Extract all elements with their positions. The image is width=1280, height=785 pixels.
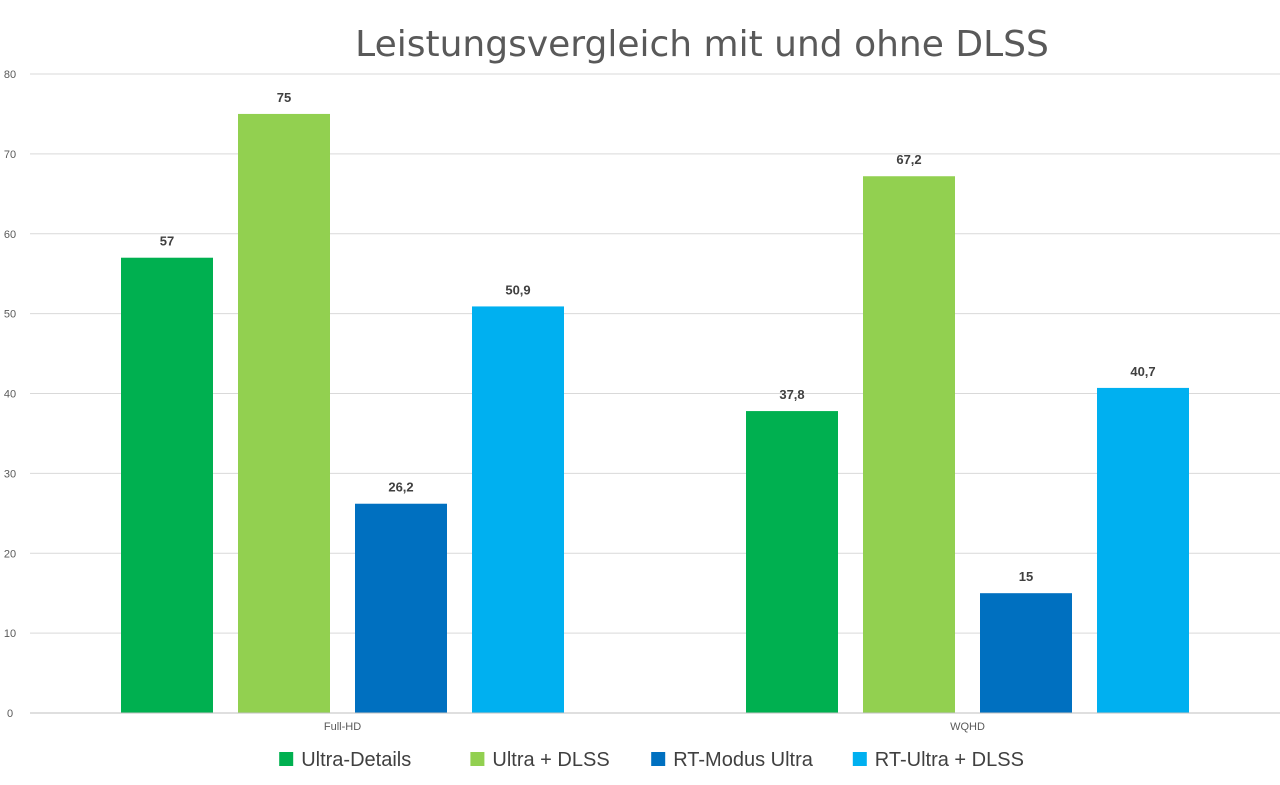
bar-rt-ultra-dlss-full-hd [472, 306, 564, 713]
legend-item: Ultra-Details [279, 749, 411, 771]
data-labels: 57 75 26,2 50,9 37,8 67,2 15 40,7 [160, 90, 1156, 584]
legend-item: RT-Ultra + DLSS [852, 749, 1024, 771]
bar-ultra-dlss-full-hd [238, 113, 330, 713]
data-label: 50,9 [505, 282, 530, 297]
data-label: 15 [1019, 569, 1033, 584]
bars [121, 113, 1189, 714]
y-tick-label: 50 [4, 309, 16, 321]
bar-rt-ultra-dlss-wqhd [1097, 387, 1189, 713]
y-tick-label: 0 [7, 708, 13, 720]
legend-swatch [852, 752, 867, 766]
legend-label: Ultra-Details [301, 749, 411, 771]
data-label: 37,8 [779, 387, 804, 402]
y-tick-label: 40 [4, 389, 16, 401]
x-category-label: WQHD [950, 721, 985, 733]
legend-item: RT-Modus Ultra [651, 749, 814, 771]
bar-rt-modus-ultra-full-hd [355, 503, 447, 713]
y-tick-label: 70 [4, 149, 16, 161]
bar-ultra-details-wqhd [746, 411, 838, 713]
data-label: 57 [160, 234, 174, 249]
legend-label: RT-Modus Ultra [673, 749, 814, 771]
y-tick-label: 10 [4, 628, 16, 640]
bar-ultra-details-full-hd [121, 257, 213, 713]
y-tick-label: 80 [4, 69, 16, 81]
data-label: 75 [277, 90, 291, 105]
legend-swatch [279, 752, 294, 766]
legend-label: Ultra + DLSS [492, 749, 609, 771]
legend-swatch [470, 752, 485, 766]
data-label: 26,2 [388, 480, 413, 495]
y-tick-label: 20 [4, 548, 16, 560]
legend: Ultra-Details Ultra + DLSS RT-Modus Ultra R… [279, 749, 1024, 771]
bar-ultra-dlss-wqhd [863, 176, 955, 714]
chart-title: Leistungsvergleich mit und ohne DLSS [355, 24, 1049, 65]
legend-item: Ultra + DLSS [470, 749, 610, 771]
gridlines [30, 73, 1280, 634]
x-category-label: Full-HD [324, 721, 361, 733]
y-tick-label: 60 [4, 229, 16, 241]
bar-rt-modus-ultra-wqhd [980, 593, 1072, 713]
axes: 0 10 20 30 40 50 60 70 80 Full-HD WQHD [4, 69, 1280, 733]
legend-label: RT-Ultra + DLSS [875, 749, 1024, 771]
data-label: 40,7 [1130, 364, 1155, 379]
data-label: 67,2 [896, 152, 921, 167]
y-tick-label: 30 [4, 468, 16, 480]
legend-swatch [651, 752, 666, 766]
